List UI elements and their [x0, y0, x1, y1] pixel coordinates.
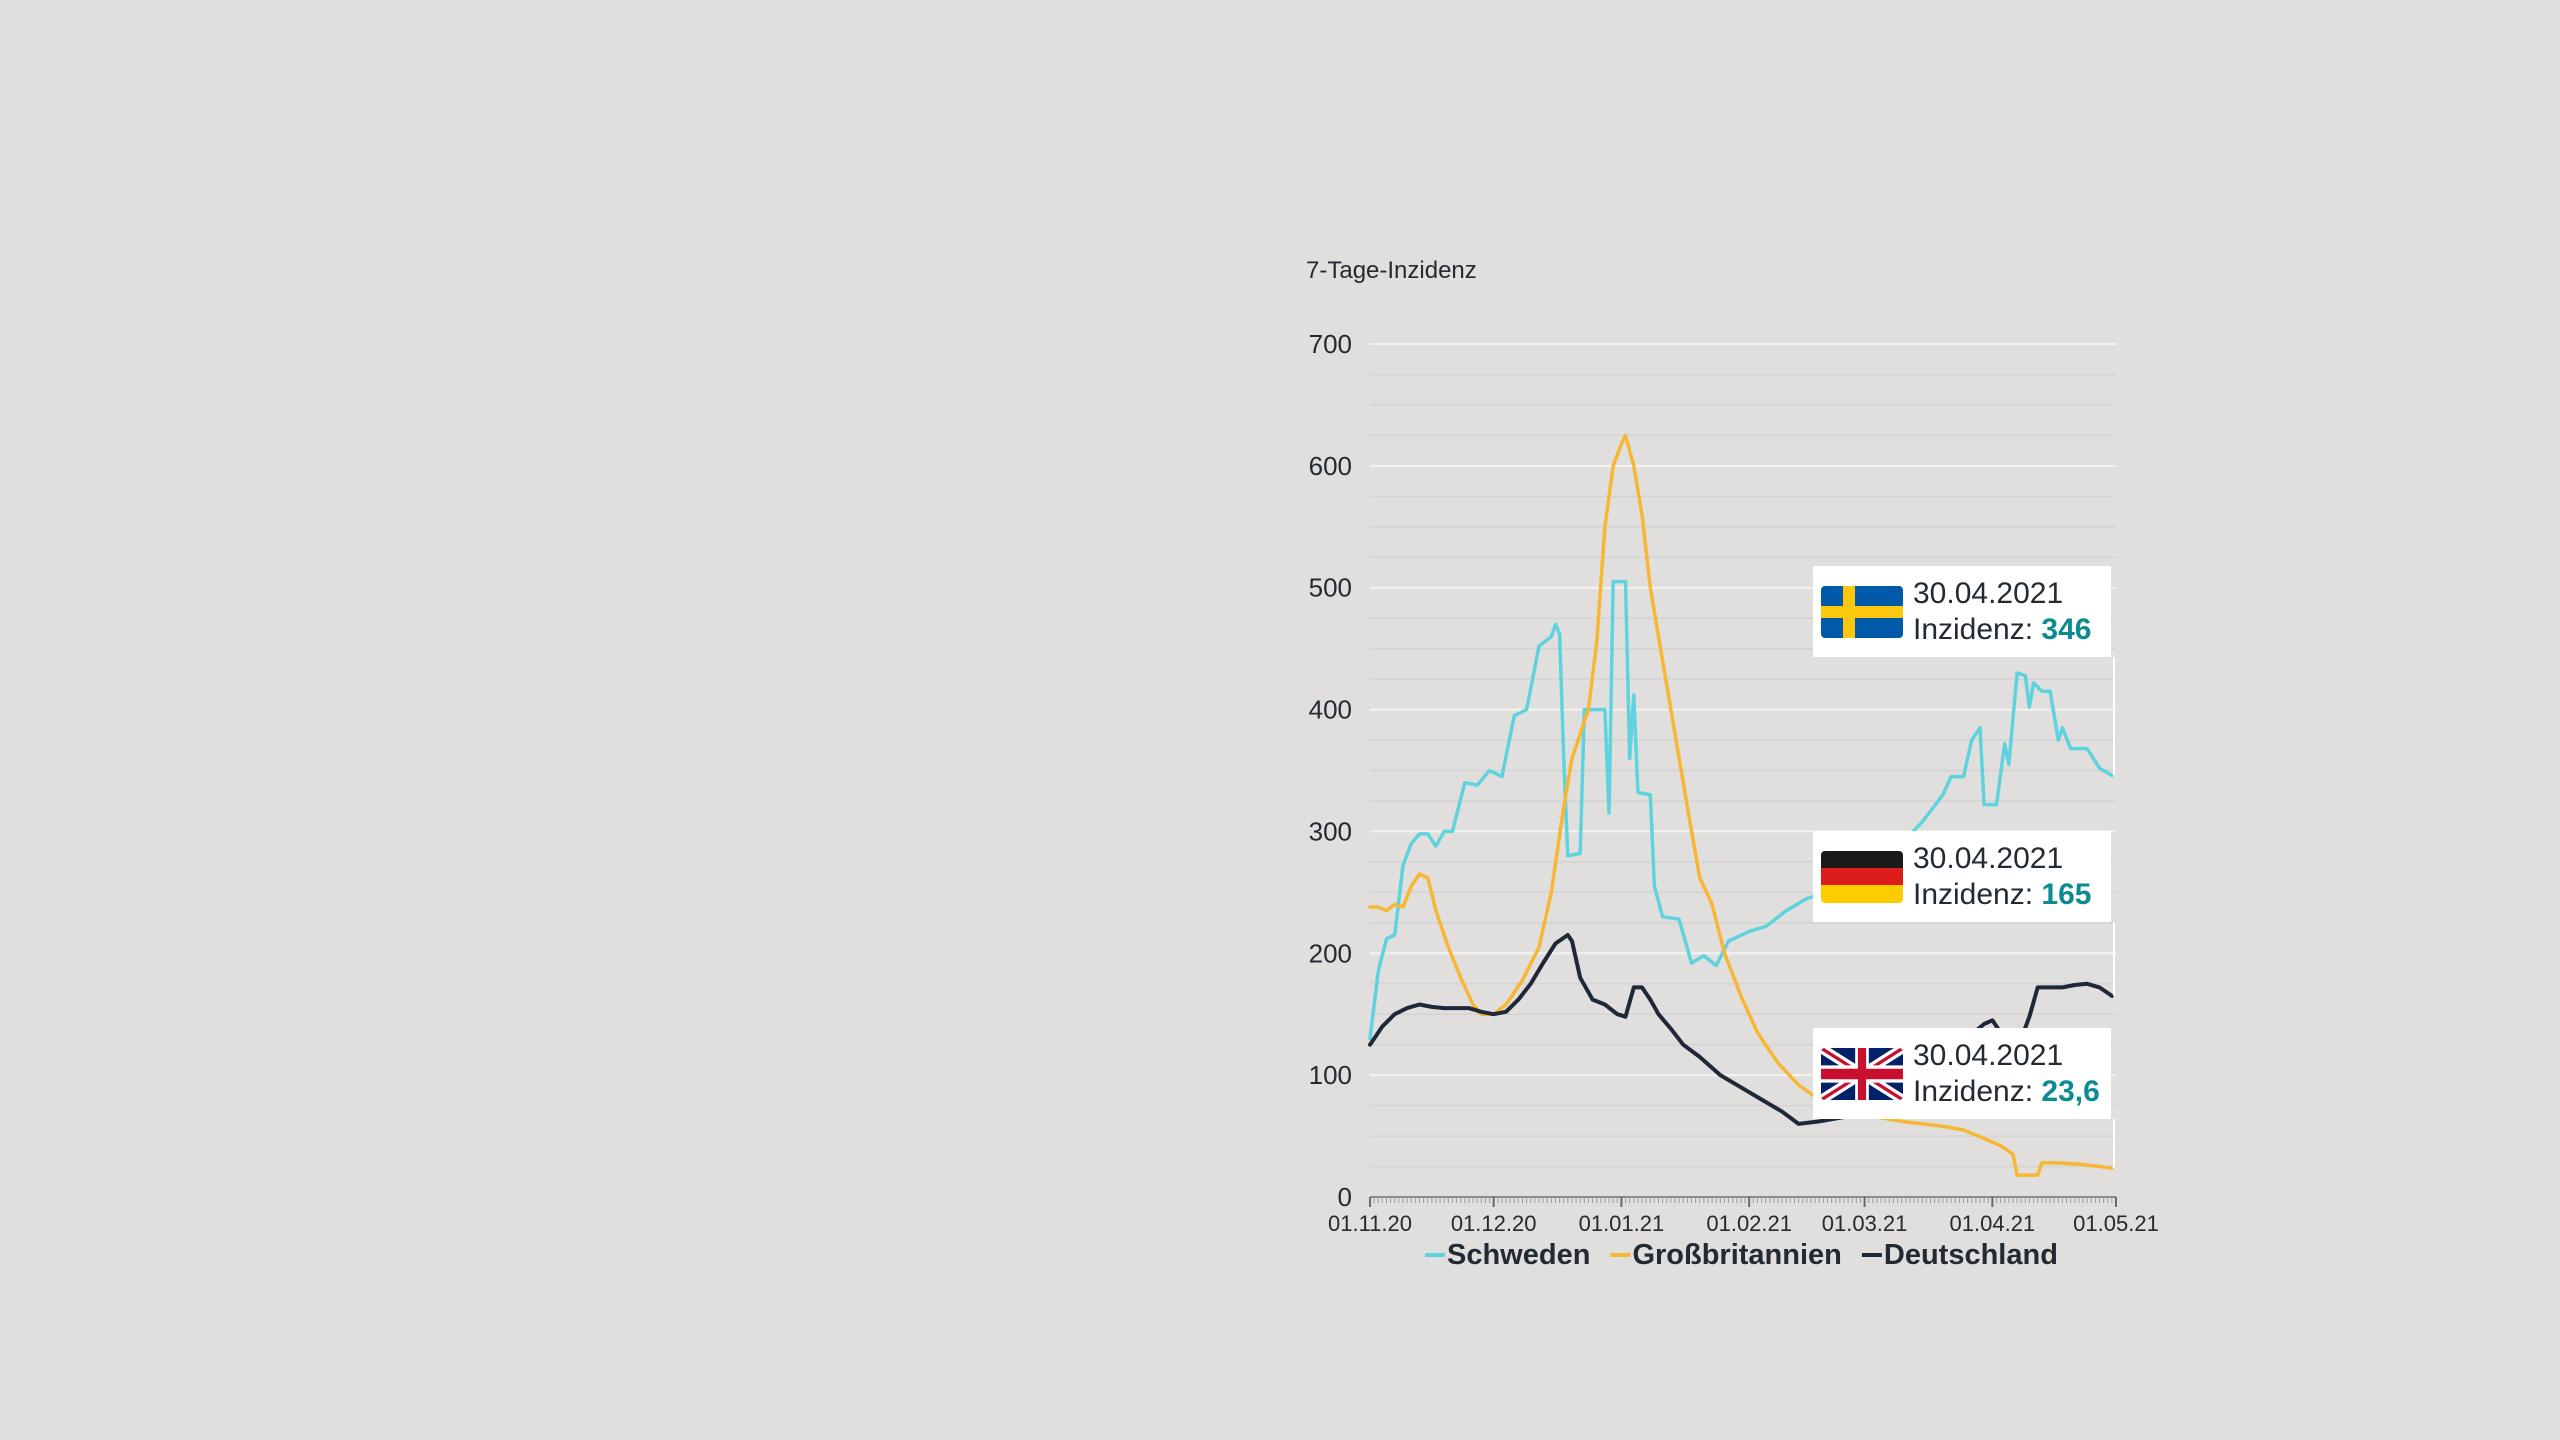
- callout-uk: 30.04.2021 Inzidenz: 23,6: [1813, 1028, 2111, 1119]
- series-line-schweden: [1368, 579, 2114, 1041]
- callout-date: 30.04.2021: [1913, 576, 2064, 610]
- x-tick-label: 01.02.21: [1706, 1211, 1792, 1236]
- y-tick-label: 600: [1309, 451, 1352, 481]
- callout-value: 346: [2041, 612, 2092, 646]
- callout-date: 30.04.2021: [1913, 1038, 2064, 1072]
- sweden-flag-icon: [1821, 585, 1903, 638]
- y-tick-label: 0: [1338, 1182, 1352, 1212]
- series-line-großbritannien: [1368, 433, 2114, 1177]
- uk-flag-icon: [1821, 1047, 1903, 1100]
- x-axis: [1369, 1196, 2117, 1207]
- x-tick-label: 01.01.21: [1579, 1211, 1665, 1236]
- y-axis-title: 7-Tage-Inzidenz: [1306, 257, 1477, 284]
- y-tick-label: 700: [1309, 329, 1352, 359]
- x-tick-label: 01.12.20: [1451, 1211, 1537, 1236]
- y-tick-label: 200: [1309, 938, 1352, 968]
- callout-label: Inzidenz:: [1913, 612, 2034, 646]
- x-tick-label: 01.05.21: [2073, 1211, 2159, 1236]
- callout-sweden: 30.04.2021 Inzidenz: 346: [1813, 566, 2111, 657]
- callout-label: Inzidenz:: [1913, 877, 2034, 911]
- x-tick-label: 01.11.20: [1328, 1211, 1412, 1236]
- y-tick-label: 500: [1309, 573, 1352, 603]
- legend-label: Großbritannien: [1632, 1239, 1841, 1271]
- legend: Schweden Großbritannien Deutschland: [1425, 1239, 2058, 1271]
- callout-value: 23,6: [2041, 1074, 2100, 1108]
- x-tick-label: 01.03.21: [1822, 1211, 1908, 1236]
- callout-value: 165: [2041, 877, 2092, 911]
- callout-germany: 30.04.2021 Inzidenz: 165: [1813, 831, 2111, 922]
- germany-flag-icon: [1821, 850, 1903, 903]
- y-tick-label: 100: [1309, 1060, 1352, 1090]
- y-tick-label: 300: [1309, 816, 1352, 846]
- legend-label: Deutschland: [1884, 1239, 2058, 1271]
- callout-label: Inzidenz:: [1913, 1074, 2034, 1108]
- callout-date: 30.04.2021: [1913, 841, 2064, 875]
- axis-labels: 7-Tage-Inzidenz 0 100 200 300 400 500 600 700 01…: [1306, 257, 2159, 1236]
- legend-label: Schweden: [1447, 1239, 1590, 1271]
- x-tick-label: 01.04.21: [1950, 1211, 2036, 1236]
- y-tick-label: 400: [1309, 695, 1352, 725]
